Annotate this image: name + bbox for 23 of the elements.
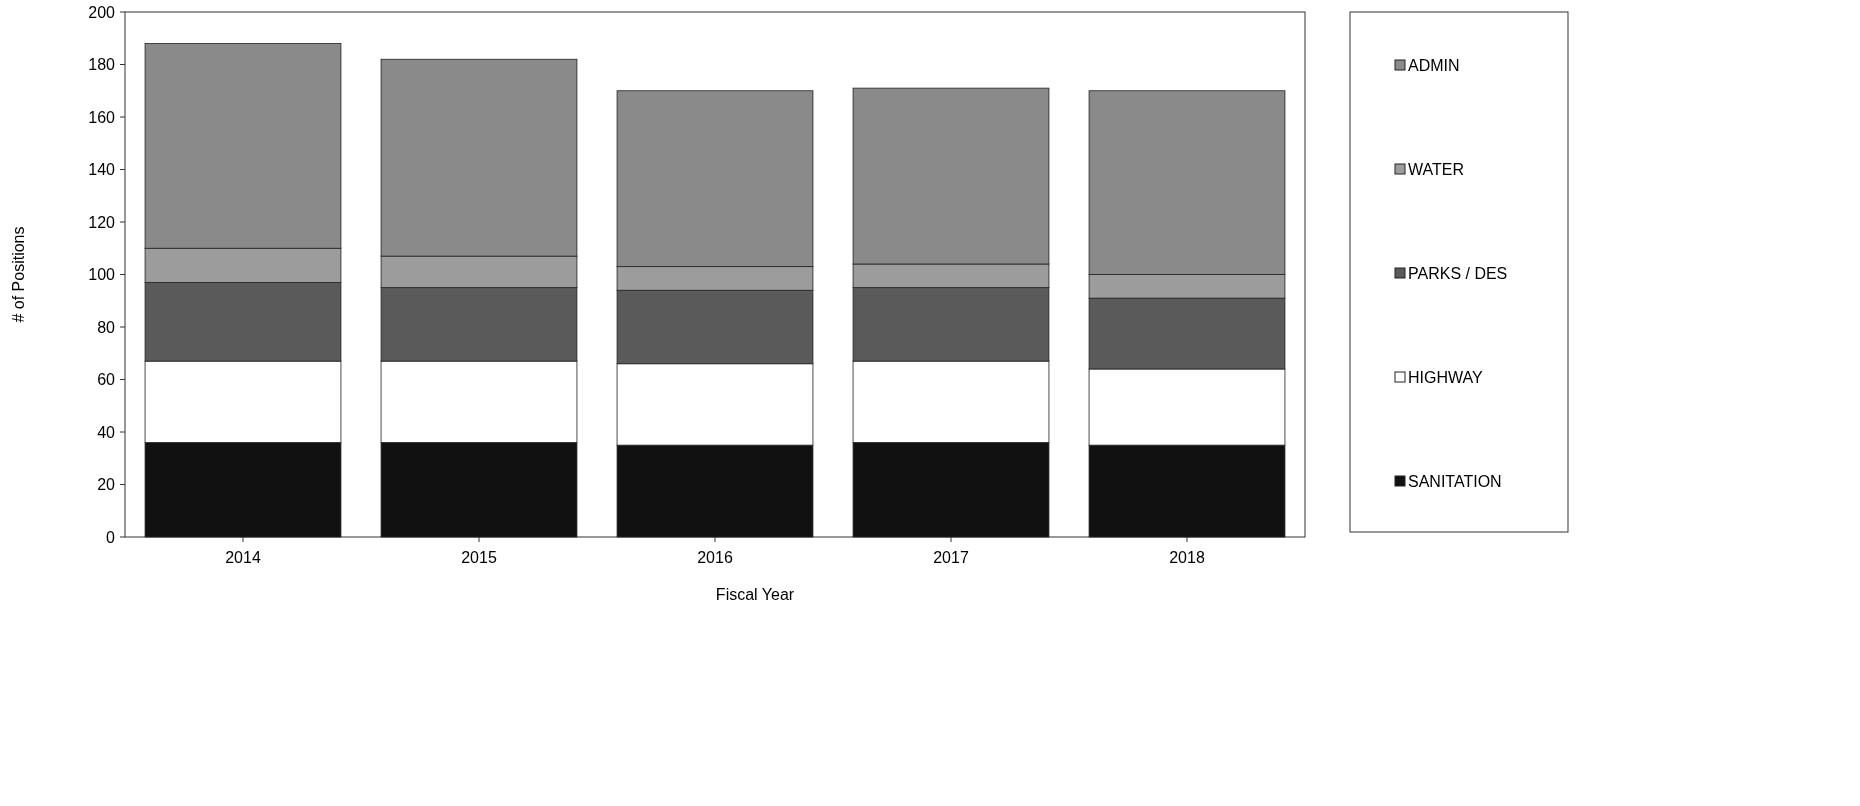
x-tick-label: 2017 xyxy=(933,549,969,566)
y-tick-label: 180 xyxy=(88,56,116,74)
y-tick-label: 160 xyxy=(88,108,116,126)
x-axis-title: Fiscal Year xyxy=(715,586,795,603)
y-tick-label: 60 xyxy=(97,371,116,389)
legend-label: ADMIN xyxy=(1408,56,1460,74)
y-tick-label: 200 xyxy=(88,3,116,21)
y-tick-label: 100 xyxy=(88,266,116,284)
x-tick-label: 2016 xyxy=(697,549,733,566)
y-axis-title: # of Positions xyxy=(10,226,27,323)
legend-label: HIGHWAY xyxy=(1408,368,1483,386)
y-tick-label: 120 xyxy=(88,213,116,231)
y-tick-label: 80 xyxy=(97,318,116,336)
legend-label: SANITATION xyxy=(1408,472,1502,490)
y-tick-label: 40 xyxy=(97,423,116,441)
legend-label: WATER xyxy=(1408,160,1464,178)
x-tick-label: 2015 xyxy=(461,549,497,566)
y-tick-label: 0 xyxy=(106,528,116,546)
x-tick-label: 2018 xyxy=(1169,549,1205,566)
legend-label: PARKS / DES xyxy=(1408,264,1508,282)
y-tick-label: 20 xyxy=(97,476,116,494)
x-tick-label: 2014 xyxy=(225,549,261,566)
y-tick-label: 140 xyxy=(88,161,116,179)
